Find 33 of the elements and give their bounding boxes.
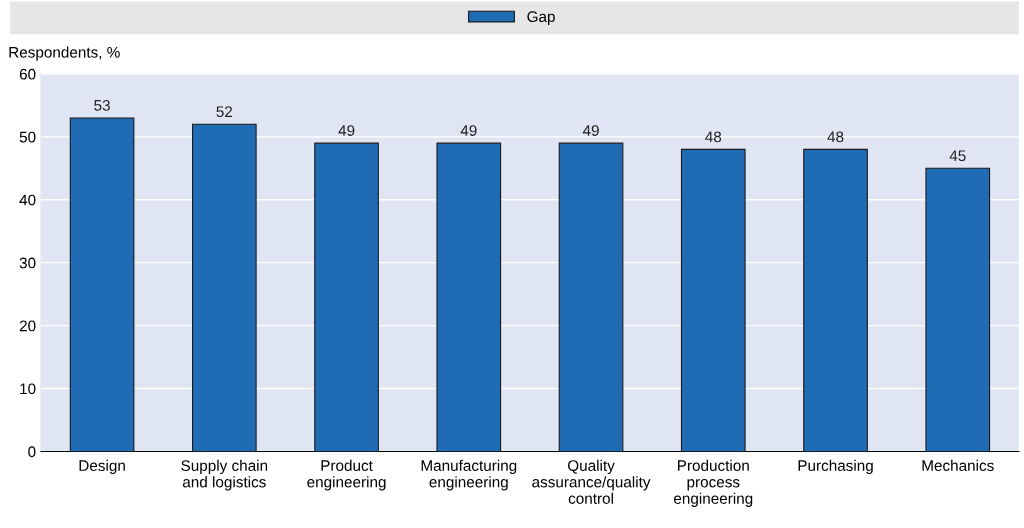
data-label: 45 xyxy=(949,150,966,162)
x-tick-label: Purchasing xyxy=(798,459,873,475)
y-tick-label: 0 xyxy=(28,446,36,458)
x-tick-label: Manufacturing engineering xyxy=(421,459,517,491)
y-axis-title: Respondents, % xyxy=(9,46,120,61)
bar xyxy=(558,142,624,452)
bar xyxy=(925,167,991,452)
data-label: 49 xyxy=(460,125,477,136)
legend-label: Gap xyxy=(527,11,555,26)
data-label: 48 xyxy=(827,131,844,143)
bar xyxy=(803,148,868,452)
x-tick-label: Mechanics xyxy=(922,459,994,471)
bar xyxy=(680,148,746,452)
data-label: 48 xyxy=(705,131,722,143)
bar xyxy=(191,123,257,452)
y-tick-label: 30 xyxy=(19,257,36,269)
data-label: 49 xyxy=(582,125,599,136)
data-label: 52 xyxy=(216,106,233,118)
data-label: 49 xyxy=(338,125,355,136)
data-label: 53 xyxy=(94,99,110,111)
x-tick-label: Production process engineering xyxy=(674,459,753,507)
y-tick-label: 20 xyxy=(19,320,36,332)
x-tick-label: Product engineering xyxy=(307,459,386,491)
y-tick-label: 50 xyxy=(19,131,36,143)
bar xyxy=(436,142,502,452)
y-tick-label: 10 xyxy=(20,383,36,395)
x-tick-label: Quality assurance/quality control xyxy=(532,459,651,504)
y-tick-label: 40 xyxy=(19,194,36,206)
x-tick-label: Design xyxy=(79,459,125,475)
bar xyxy=(69,117,135,452)
y-tick-label: 60 xyxy=(19,68,36,80)
bar xyxy=(314,142,379,452)
x-tick-label: Supply chain and logistics xyxy=(181,459,268,491)
